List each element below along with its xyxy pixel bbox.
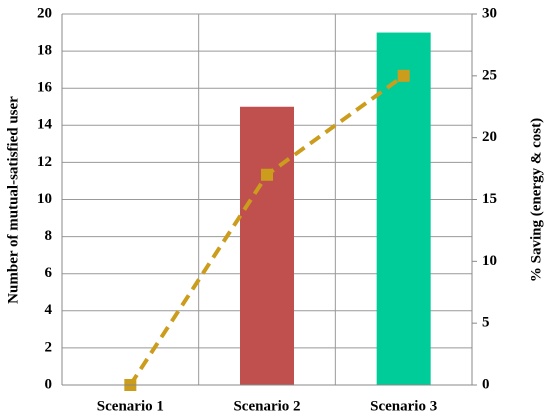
y2-tick-label: 15: [482, 191, 497, 207]
marker: [261, 168, 273, 181]
y2-tick-label: 20: [482, 129, 497, 145]
y-tick-label: 20: [37, 5, 52, 21]
y-tick-label: 2: [45, 339, 53, 355]
y-tick-label: 10: [37, 191, 52, 207]
bar: [376, 32, 431, 386]
y-tick-label: 12: [37, 154, 52, 170]
y2-axis-label: % Saving (energy & cost): [528, 118, 544, 282]
y-tick-label: 4: [45, 302, 53, 318]
x-tick-label: Scenario 2: [233, 398, 300, 414]
y2-tick-label: 30: [482, 5, 497, 21]
y2-tick-label: 25: [482, 67, 497, 83]
y2-tick-label: 10: [482, 253, 497, 269]
y-tick-label: 0: [45, 376, 53, 392]
y-tick-label: 14: [37, 117, 53, 133]
y-tick-label: 8: [45, 228, 53, 244]
y-tick-label: 16: [37, 80, 53, 96]
y2-tick-label: 5: [482, 315, 490, 331]
y2-tick-label: 0: [482, 376, 490, 392]
y-axis-label: Number of mutual-satisfied user: [5, 96, 21, 304]
y-tick-label: 18: [37, 43, 52, 59]
marker: [397, 69, 410, 82]
x-tick-label: Scenario 3: [370, 398, 437, 414]
x-tick-label: Scenario 1: [97, 398, 164, 414]
y-tick-label: 6: [45, 265, 53, 281]
bar: [240, 106, 294, 385]
